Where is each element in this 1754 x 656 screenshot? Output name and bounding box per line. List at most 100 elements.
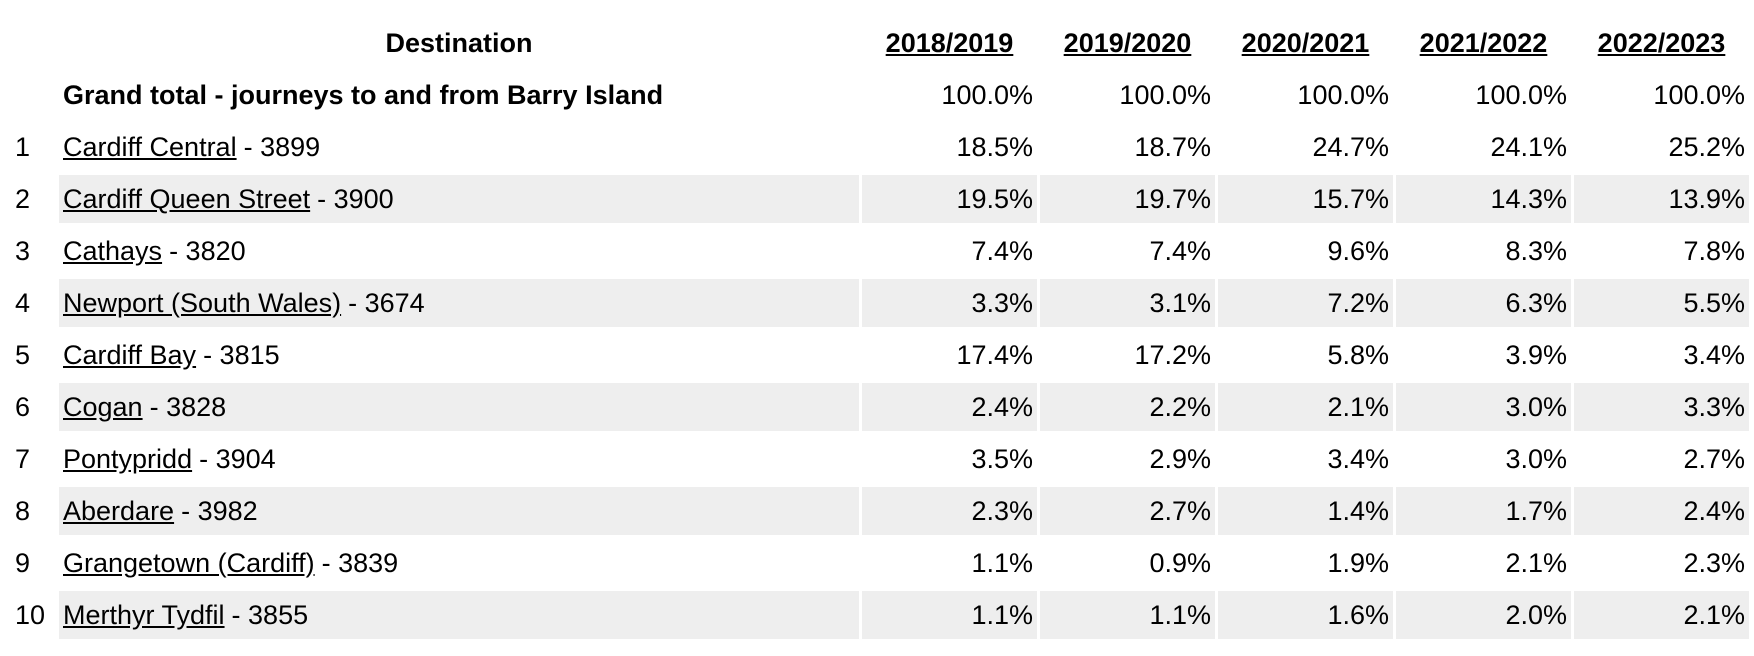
destination-row: 7 Pontypridd - 3904 3.5% 2.9% 3.4% 3.0% 2.7%: [11, 435, 1749, 483]
rank-cell: 8: [15, 495, 31, 526]
value-cell: 3.4%: [1327, 443, 1389, 474]
destination-row: 6 Cogan - 3828 2.4% 2.2% 2.1% 3.0% 3.3%: [11, 383, 1749, 431]
value-cell: 13.9%: [1574, 175, 1749, 223]
station-code: - 3855: [231, 599, 309, 630]
value-cell: 2.1%: [1218, 383, 1393, 431]
value-cell: 2.1%: [1505, 547, 1567, 578]
value-cell: 24.1%: [1490, 131, 1567, 162]
value-cell: 5.5%: [1574, 279, 1749, 327]
station-link[interactable]: Cardiff Queen Street: [63, 183, 311, 214]
year-header[interactable]: 2018/2019: [885, 27, 1014, 58]
value-cell: 3.3%: [862, 279, 1037, 327]
data-table: Destination 2018/2019 2019/2020 2020/2021 20…: [8, 15, 1752, 643]
header-row: Destination 2018/2019 2019/2020 2020/2021 20…: [11, 19, 1749, 67]
value-cell: 1.4%: [1218, 487, 1393, 535]
value-cell: 2.7%: [1683, 443, 1745, 474]
destination-cell: Merthyr Tydfil - 3855: [59, 591, 859, 639]
station-link[interactable]: Newport (South Wales): [63, 287, 342, 318]
station-code: - 3820: [169, 235, 246, 266]
rank-header: [11, 19, 56, 67]
value-cell: 1.9%: [1327, 547, 1389, 578]
destination-cell: Cathays - 3820: [59, 227, 859, 275]
station-link[interactable]: Cogan: [63, 391, 143, 422]
value-cell: 3.0%: [1396, 383, 1571, 431]
value-cell: 3.3%: [1574, 383, 1749, 431]
value-cell: 5.8%: [1327, 339, 1389, 370]
year-header[interactable]: 2022/2023: [1597, 27, 1726, 58]
value-cell: 100.0%: [1653, 79, 1745, 110]
value-cell: 18.5%: [956, 131, 1033, 162]
value-cell: 24.7%: [1312, 131, 1389, 162]
station-link[interactable]: Aberdare: [63, 495, 175, 526]
value-cell: 18.7%: [1134, 131, 1211, 162]
value-cell: 2.2%: [1040, 383, 1215, 431]
destination-row: 2 Cardiff Queen Street - 3900 19.5% 19.7% 15.…: [11, 175, 1749, 223]
destination-row: 10 Merthyr Tydfil - 3855 1.1% 1.1% 1.6% 2.0% 2.…: [11, 591, 1749, 639]
destination-cell: Cardiff Central - 3899: [59, 123, 859, 171]
value-cell: 3.9%: [1505, 339, 1567, 370]
rank-cell: 5: [15, 339, 31, 370]
value-cell: 2.1%: [1574, 591, 1749, 639]
value-cell: 100.0%: [1297, 79, 1389, 110]
year-header[interactable]: 2019/2020: [1063, 27, 1192, 58]
station-code: - 3815: [203, 339, 280, 370]
station-link[interactable]: Cardiff Bay: [63, 339, 197, 370]
value-cell: 1.1%: [862, 591, 1037, 639]
destination-row: 4 Newport (South Wales) - 3674 3.3% 3.1% 7.2%…: [11, 279, 1749, 327]
station-link[interactable]: Cathays: [63, 235, 163, 266]
value-cell: 9.6%: [1327, 235, 1389, 266]
value-cell: 7.4%: [971, 235, 1033, 266]
rank-cell: [11, 71, 56, 119]
value-cell: 2.4%: [862, 383, 1037, 431]
value-cell: 17.2%: [1134, 339, 1211, 370]
station-code: - 3982: [181, 495, 258, 526]
station-link[interactable]: Pontypridd: [63, 443, 193, 474]
value-cell: 19.5%: [862, 175, 1037, 223]
destination-cell: Cardiff Queen Street - 3900: [59, 175, 859, 223]
value-cell: 15.7%: [1218, 175, 1393, 223]
station-code: - 3674: [348, 287, 425, 318]
destination-row: 8 Aberdare - 3982 2.3% 2.7% 1.4% 1.7% 2.4%: [11, 487, 1749, 535]
grand-total-row: Grand total - journeys to and from Barry…: [11, 71, 1749, 119]
destination-cell: Cardiff Bay - 3815: [59, 331, 859, 379]
value-cell: 2.0%: [1396, 591, 1571, 639]
value-cell: 17.4%: [956, 339, 1033, 370]
rank-cell: 1: [15, 131, 31, 162]
station-code: - 3828: [149, 391, 227, 422]
station-code: - 3899: [243, 131, 321, 162]
value-cell: 8.3%: [1505, 235, 1567, 266]
year-header[interactable]: 2020/2021: [1241, 27, 1370, 58]
table-body: Destination 2018/2019 2019/2020 2020/2021 20…: [11, 19, 1749, 639]
destination-row: 3 Cathays - 3820 7.4% 7.4% 9.6% 8.3% 7.8%: [11, 227, 1749, 275]
destination-row: 5 Cardiff Bay - 3815 17.4% 17.2% 5.8% 3.9% 3.4%: [11, 331, 1749, 379]
value-cell: 1.1%: [1040, 591, 1215, 639]
station-code: - 3839: [321, 547, 399, 578]
value-cell: 3.5%: [971, 443, 1033, 474]
destination-cell: Grangetown (Cardiff) - 3839: [59, 539, 859, 587]
year-header[interactable]: 2021/2022: [1419, 27, 1548, 58]
value-cell: 100.0%: [1475, 79, 1567, 110]
value-cell: 1.1%: [971, 547, 1033, 578]
value-cell: 7.4%: [1149, 235, 1211, 266]
rank-cell: 6: [15, 391, 31, 422]
value-cell: 1.6%: [1218, 591, 1393, 639]
value-cell: 7.2%: [1218, 279, 1393, 327]
station-code: - 3904: [199, 443, 276, 474]
value-cell: 3.4%: [1683, 339, 1745, 370]
value-cell: 25.2%: [1668, 131, 1745, 162]
rank-cell: 4: [15, 287, 31, 318]
value-cell: 0.9%: [1149, 547, 1211, 578]
value-cell: 6.3%: [1396, 279, 1571, 327]
grand-total-label: Grand total - journeys to and from Barry…: [63, 79, 664, 110]
value-cell: 7.8%: [1683, 235, 1745, 266]
station-link[interactable]: Cardiff Central: [63, 131, 237, 162]
value-cell: 100.0%: [1119, 79, 1211, 110]
destination-row: 9 Grangetown (Cardiff) - 3839 1.1% 0.9% 1.9% 2…: [11, 539, 1749, 587]
station-link[interactable]: Merthyr Tydfil: [63, 599, 225, 630]
rank-cell: 3: [15, 235, 31, 266]
destination-cell: Aberdare - 3982: [59, 487, 859, 535]
value-cell: 1.7%: [1396, 487, 1571, 535]
station-link[interactable]: Grangetown (Cardiff): [63, 547, 315, 578]
destination-header: Destination: [385, 27, 533, 58]
